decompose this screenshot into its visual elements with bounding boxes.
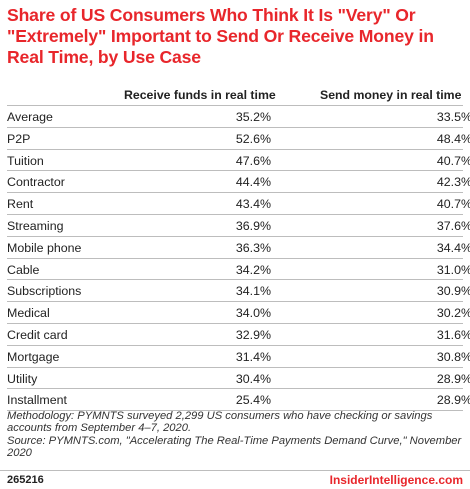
send-value: 42.3% — [436, 175, 470, 190]
column-header-send: Send money in real time — [320, 88, 462, 102]
chart-notes: Methodology: PYMNTS surveyed 2,299 US co… — [7, 410, 463, 460]
row-rule — [7, 192, 463, 194]
table-row: Subscriptions 34.1% 30.9% — [7, 280, 470, 302]
send-value: 34.4% — [436, 240, 470, 255]
row-rule — [7, 148, 463, 150]
row-rule — [7, 279, 463, 281]
row-rule — [7, 344, 463, 346]
row-label: Contractor — [7, 175, 65, 190]
row-rule — [7, 323, 463, 324]
send-value: 37.6% — [436, 219, 470, 233]
chart-id: 265216 — [7, 474, 44, 486]
receive-value: 52.6% — [235, 131, 271, 146]
send-value: 30.2% — [436, 306, 470, 321]
source-note: Source: PYMNTS.com, "Accelerating The Re… — [7, 434, 462, 460]
table-row: Installment 25.4% 28.9% — [7, 389, 470, 411]
row-label: Rent — [7, 197, 34, 212]
receive-value: 25.4% — [235, 393, 271, 408]
row-label: P2P — [7, 131, 31, 146]
send-value: 33.5% — [436, 110, 470, 124]
send-value: 40.7% — [436, 197, 470, 212]
row-label: Average — [7, 110, 53, 124]
row-label: Streaming — [7, 219, 64, 233]
send-value: 28.9% — [436, 393, 470, 408]
send-value: 31.0% — [436, 262, 470, 277]
send-value: 40.7% — [436, 153, 470, 168]
column-header-receive: Receive funds in real time — [124, 88, 276, 102]
table-row: P2P 52.6% 48.4% — [7, 128, 470, 150]
row-label: Tuition — [7, 153, 44, 168]
table-row: Credit card 32.9% 31.6% — [7, 324, 470, 346]
row-rule — [7, 388, 463, 390]
receive-value: 34.1% — [235, 284, 271, 299]
receive-value: 36.3% — [235, 240, 271, 255]
row-rule — [7, 126, 463, 128]
receive-value: 32.9% — [235, 328, 271, 342]
table-row: Cable 34.2% 31.0% — [7, 259, 470, 281]
table-row: Average 35.2% 33.5% — [7, 106, 470, 128]
row-rule — [7, 257, 463, 259]
receive-value: 30.4% — [235, 371, 271, 386]
row-label: Credit card — [7, 328, 68, 342]
receive-value: 36.9% — [235, 219, 271, 233]
methodology-note: Methodology: PYMNTS surveyed 2,299 US co… — [7, 410, 433, 435]
receive-value: 31.4% — [235, 349, 271, 364]
send-value: 30.8% — [436, 349, 470, 364]
row-rule — [7, 366, 463, 368]
row-label: Utility — [7, 371, 38, 386]
table-row: Medical 34.0% 30.2% — [7, 302, 470, 324]
row-label: Installment — [7, 393, 67, 408]
row-label: Mortgage — [7, 349, 60, 364]
row-label: Cable — [7, 262, 40, 277]
table-row: Contractor 44.4% 42.3% — [7, 171, 470, 193]
table-row: Mortgage 31.4% 30.8% — [7, 346, 470, 368]
row-label: Medical — [7, 306, 50, 321]
table-row: Tuition 47.6% 40.7% — [7, 150, 470, 172]
header-rule — [7, 105, 463, 106]
receive-value: 34.0% — [235, 306, 271, 321]
receive-value: 43.4% — [235, 197, 271, 212]
receive-value: 44.4% — [235, 175, 271, 190]
row-label: Mobile phone — [7, 240, 82, 255]
row-rule — [7, 170, 463, 172]
receive-value: 34.2% — [235, 262, 271, 277]
row-rule — [7, 410, 463, 412]
send-value: 30.9% — [436, 284, 470, 299]
table-row: Mobile phone 36.3% 34.4% — [7, 237, 470, 259]
send-value: 31.6% — [436, 328, 470, 342]
table-row: Utility 30.4% 28.9% — [7, 368, 470, 390]
receive-value: 47.6% — [235, 153, 271, 168]
row-rule — [7, 301, 463, 303]
row-rule — [7, 214, 463, 215]
table-row: Streaming 36.9% 37.6% — [7, 215, 470, 237]
table-row: Rent 43.4% 40.7% — [7, 193, 470, 215]
send-value: 28.9% — [436, 371, 470, 386]
row-rule — [7, 235, 463, 237]
brand-link[interactable]: InsiderIntelligence.com — [329, 473, 463, 487]
row-label: Subscriptions — [7, 284, 82, 299]
footer: 265216 InsiderIntelligence.com — [0, 470, 470, 489]
receive-value: 35.2% — [235, 110, 271, 124]
send-value: 48.4% — [436, 131, 470, 146]
chart-title: Share of US Consumers Who Think It Is "V… — [7, 5, 434, 67]
